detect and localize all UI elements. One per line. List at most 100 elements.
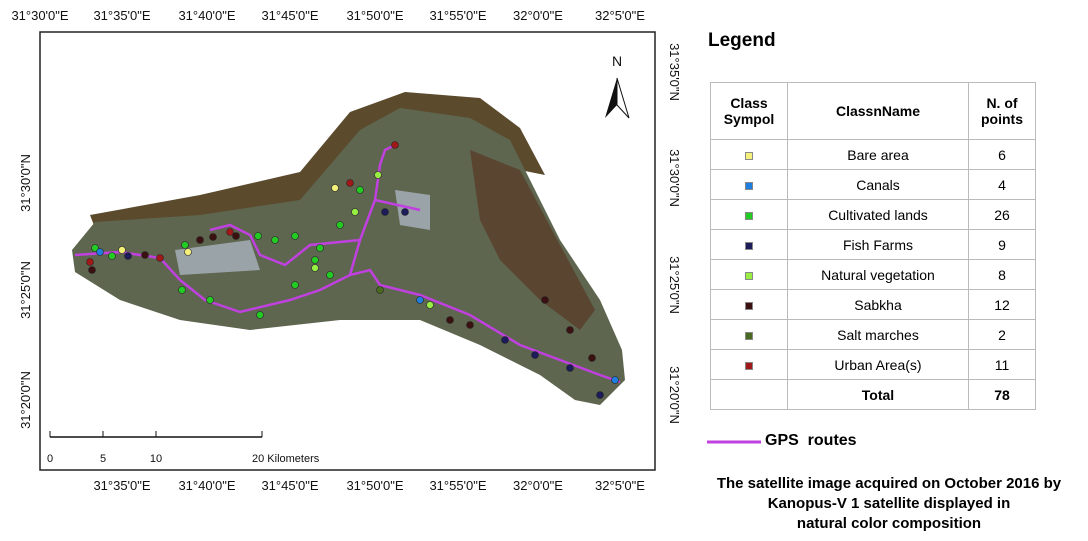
sample-point [417, 297, 424, 304]
sample-point [179, 287, 186, 294]
class-symbol [745, 182, 753, 190]
symbol-cell [711, 320, 788, 350]
sample-point [312, 257, 319, 264]
header-cell: N. of points [969, 83, 1036, 140]
sample-point [257, 312, 264, 319]
class-symbol [745, 302, 753, 310]
scale-label: 0 [47, 453, 53, 465]
bottom-coordinate: 31°45'0"E [261, 478, 318, 493]
class-name: Urban Area(s) [788, 350, 969, 380]
sample-point [377, 287, 384, 294]
class-name: Canals [788, 170, 969, 200]
caption: The satellite image acquired on October … [690, 474, 1088, 534]
legend-title: Legend [708, 30, 776, 52]
sample-point [447, 317, 454, 324]
class-name: Fish Farms [788, 230, 969, 260]
header-cell: Class Sympol [711, 83, 788, 140]
sample-point [347, 180, 354, 187]
symbol-cell [711, 200, 788, 230]
sample-point [87, 259, 94, 266]
sample-point [502, 337, 509, 344]
symbol-cell [711, 380, 788, 410]
right-coordinate: 31°35'0"N [667, 43, 682, 101]
sample-point [567, 365, 574, 372]
sample-point [467, 322, 474, 329]
sample-point [255, 233, 262, 240]
caption-line: The satellite image acquired on October … [690, 474, 1088, 494]
caption-line: natural color composition [690, 514, 1088, 534]
header-cell: ClassnName [788, 83, 969, 140]
sample-point [532, 352, 539, 359]
point-count: 9 [969, 230, 1036, 260]
sample-point [210, 234, 217, 241]
sample-point [327, 272, 334, 279]
scale-label: 10 [150, 453, 162, 465]
class-symbol [745, 242, 753, 250]
top-coordinate: 31°35'0"E [93, 8, 150, 23]
total-label: Total [788, 380, 969, 410]
sample-point [119, 247, 126, 254]
header-row: Class Sympol ClassnName N. of points [711, 83, 1036, 140]
sample-point [185, 249, 192, 256]
right-coordinate: 31°30'0"N [667, 149, 682, 207]
sample-point [207, 297, 214, 304]
point-count: 12 [969, 290, 1036, 320]
class-symbol [745, 332, 753, 340]
sample-point [589, 355, 596, 362]
left-coordinate: 31°25'0"N [18, 261, 33, 319]
class-symbol [745, 152, 753, 160]
top-coordinate: 31°55'0"E [429, 8, 486, 23]
top-coordinate: 32°0'0"E [513, 8, 563, 23]
symbol-cell [711, 170, 788, 200]
legend-row: Canals4 [711, 170, 1036, 200]
bottom-coordinate: 31°40'0"E [178, 478, 235, 493]
class-name: Cultivated lands [788, 200, 969, 230]
symbol-cell [711, 260, 788, 290]
point-count: 6 [969, 140, 1036, 170]
class-symbol [745, 362, 753, 370]
sample-point [337, 222, 344, 229]
sample-point [197, 237, 204, 244]
sample-point [332, 185, 339, 192]
top-coordinate: 31°30'0"E [11, 8, 68, 23]
total-count: 78 [969, 380, 1036, 410]
class-symbol [745, 272, 753, 280]
sample-point [352, 209, 359, 216]
bottom-coordinate: 31°35'0"E [93, 478, 150, 493]
legend-table: Class Sympol ClassnName N. of points Bar… [710, 82, 1036, 410]
scale-label: 5 [100, 453, 106, 465]
sample-point [227, 229, 234, 236]
top-coordinate: 31°40'0"E [178, 8, 235, 23]
symbol-cell [711, 230, 788, 260]
bottom-coordinate: 31°50'0"E [346, 478, 403, 493]
symbol-cell [711, 140, 788, 170]
left-coordinate: 31°30'0"N [18, 154, 33, 212]
sample-point [597, 392, 604, 399]
symbol-cell [711, 350, 788, 380]
sample-point [612, 377, 619, 384]
sample-point [357, 187, 364, 194]
legend-row: Fish Farms9 [711, 230, 1036, 260]
symbol-cell [711, 290, 788, 320]
route-swatch [705, 432, 765, 452]
sample-point [542, 297, 549, 304]
bottom-coordinate: 31°55'0"E [429, 478, 486, 493]
sample-point [317, 245, 324, 252]
sample-point [157, 255, 164, 262]
right-coordinate: 31°20'0"N [667, 366, 682, 424]
bottom-coordinate: 32°0'0"E [513, 478, 563, 493]
class-symbol [745, 212, 753, 220]
bottom-coordinate: 32°5'0"E [595, 478, 645, 493]
caption-line: Kanopus-V 1 satellite displayed in [690, 494, 1088, 514]
sample-point [292, 282, 299, 289]
point-count: 2 [969, 320, 1036, 350]
class-name: Salt marches [788, 320, 969, 350]
sample-point [382, 209, 389, 216]
top-coordinate: 31°50'0"E [346, 8, 403, 23]
